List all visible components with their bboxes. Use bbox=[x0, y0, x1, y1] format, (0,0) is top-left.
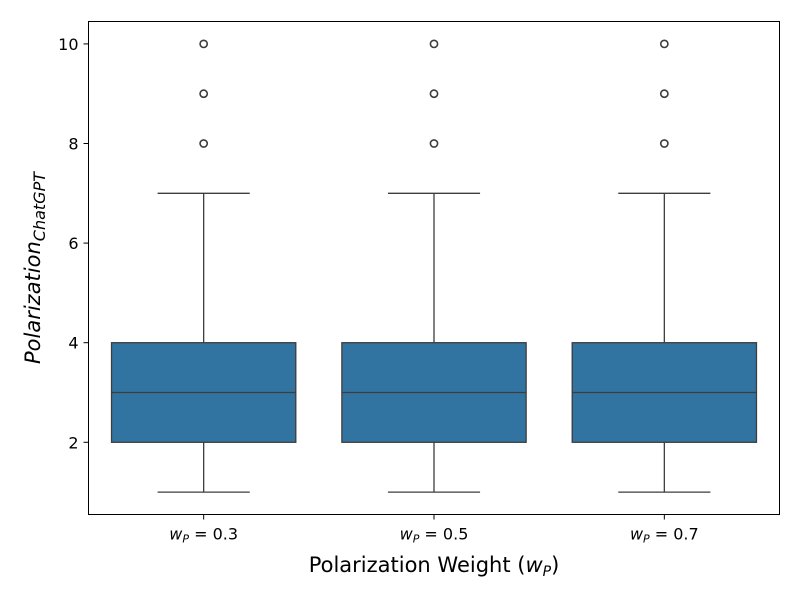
x-axis-label-math: w bbox=[525, 553, 543, 577]
x-axis: wP = 0.3 wP = 0.5 wP = 0.7 bbox=[169, 514, 699, 546]
x-tick-label-value: = 0.5 bbox=[419, 525, 468, 544]
x-tick-label-math: w bbox=[400, 525, 414, 544]
y-axis: 2 4 6 8 10 bbox=[58, 35, 89, 452]
y-axis-label-sub: ChatGPT bbox=[30, 171, 49, 241]
box-group bbox=[110, 39, 297, 493]
outlier-point bbox=[429, 39, 439, 49]
x-axis-label: Polarization Weight (wP) bbox=[309, 553, 560, 580]
x-tick-label-value: = 0.7 bbox=[650, 525, 699, 544]
x-tick-label-math: w bbox=[630, 525, 644, 544]
outlier-point bbox=[659, 89, 669, 99]
box-group bbox=[341, 39, 527, 493]
x-tick-label-value: = 0.3 bbox=[189, 525, 238, 544]
x-tick-label: wP = 0.3 bbox=[169, 525, 238, 546]
x-tick-label: wP = 0.7 bbox=[630, 525, 699, 546]
outlier-point bbox=[659, 39, 669, 49]
y-tick-label: 6 bbox=[68, 234, 78, 253]
y-tick-label: 2 bbox=[68, 433, 78, 452]
y-tick-label: 4 bbox=[68, 334, 78, 353]
x-tick-label: wP = 0.5 bbox=[400, 525, 469, 546]
x-tick-label-sub: P bbox=[182, 533, 189, 546]
y-axis-label-main: Polarization bbox=[21, 241, 45, 364]
outlier-point bbox=[199, 89, 209, 99]
y-axis-label: PolarizationChatGPT bbox=[21, 171, 49, 364]
box-group bbox=[571, 39, 758, 493]
outlier-point bbox=[659, 139, 669, 148]
outlier-point bbox=[199, 139, 209, 148]
box-marks bbox=[110, 39, 758, 493]
outlier-point bbox=[199, 39, 209, 49]
x-tick-label-sub: P bbox=[413, 533, 420, 546]
x-axis-label-close: ) bbox=[551, 553, 559, 577]
x-tick-label-sub: P bbox=[643, 533, 650, 546]
outlier-point bbox=[429, 139, 439, 148]
outlier-point bbox=[429, 89, 439, 99]
y-tick-label: 10 bbox=[58, 35, 78, 54]
x-tick-label-math: w bbox=[169, 525, 183, 544]
x-axis-label-text: Polarization Weight ( bbox=[309, 553, 526, 577]
x-axis-label-sub: P bbox=[543, 564, 552, 580]
y-tick-label: 8 bbox=[68, 135, 78, 154]
